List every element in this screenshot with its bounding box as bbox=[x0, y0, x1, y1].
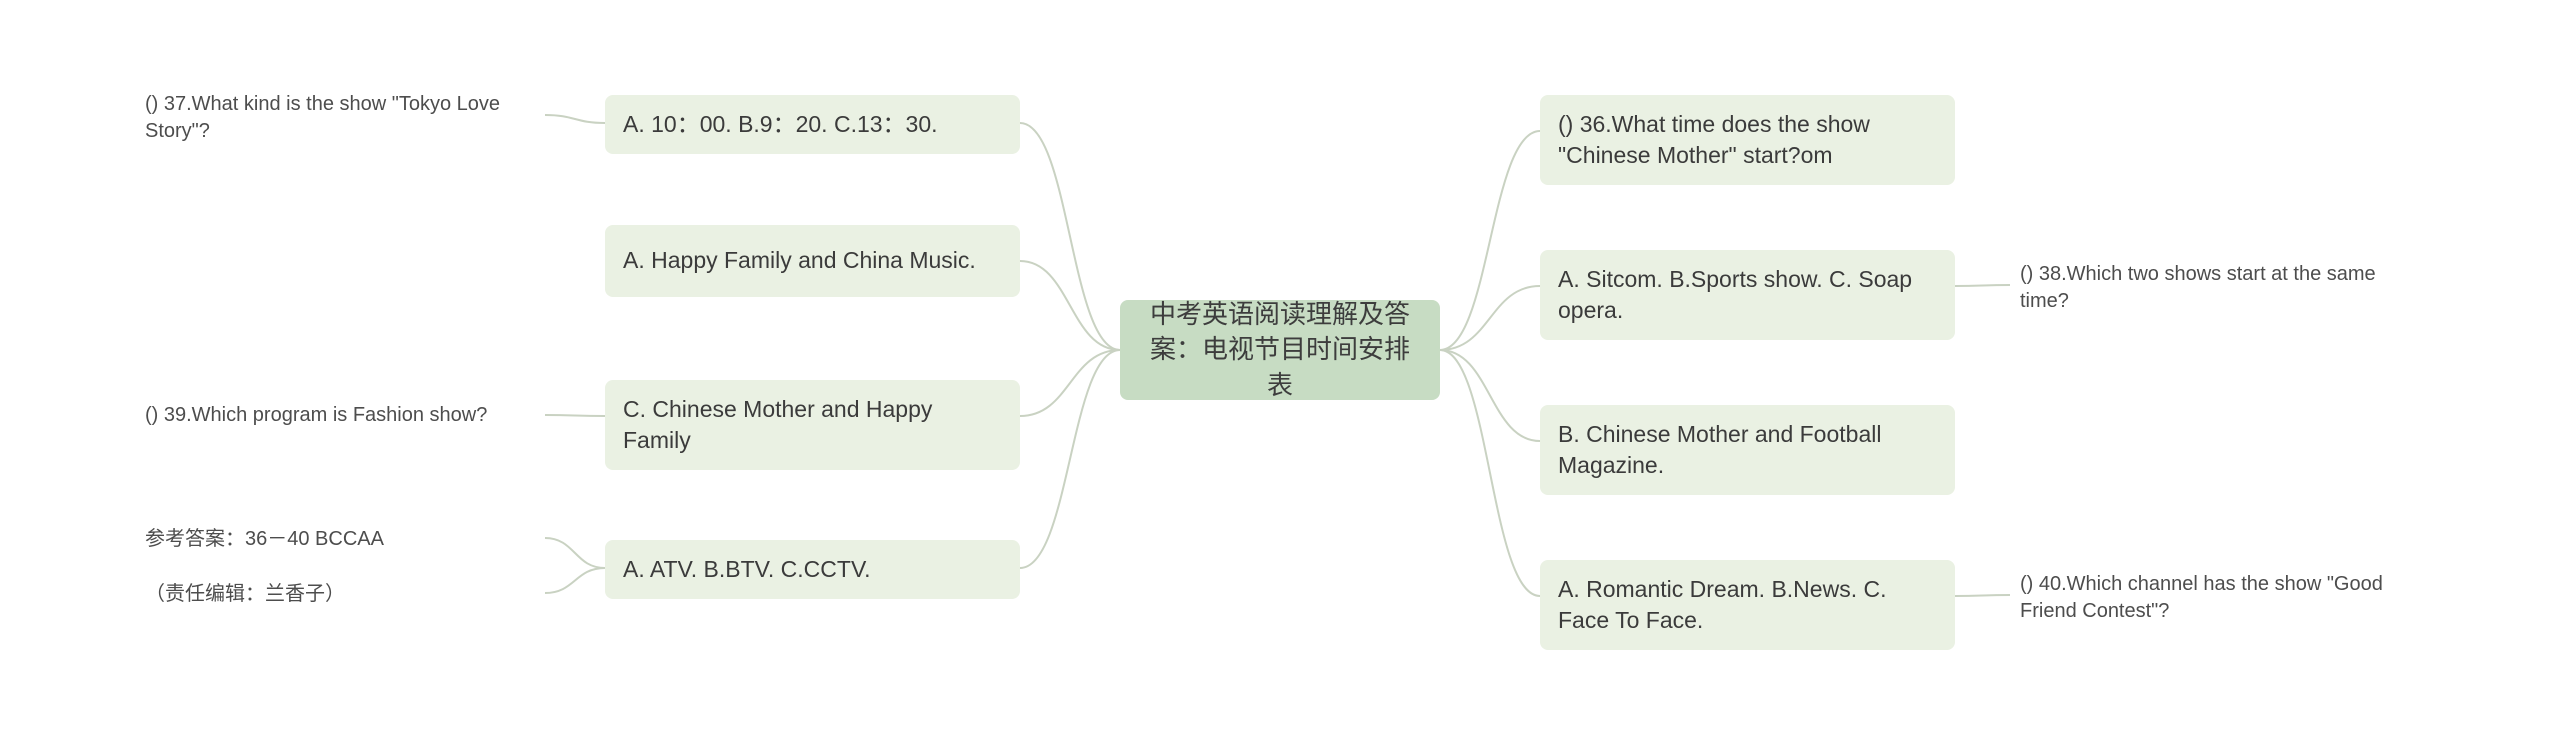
mindmap-canvas: 中考英语阅读理解及答案：电视节目时间安排表 () 36.What time do… bbox=[0, 0, 2560, 745]
leaf-left-0-0: () 37.What kind is the show "Tokyo Love … bbox=[135, 85, 545, 151]
branch-right-2[interactable]: B. Chinese Mother and Football Magazine. bbox=[1540, 405, 1955, 495]
branch-left-1[interactable]: A. Happy Family and China Music. bbox=[605, 225, 1020, 297]
leaf-right-1: () 38.Which two shows start at the same … bbox=[2010, 255, 2420, 321]
leaf-right-3: () 40.Which channel has the show "Good F… bbox=[2010, 565, 2420, 631]
leaf-left-2-0: () 39.Which program is Fashion show? bbox=[135, 395, 545, 435]
branch-left-3[interactable]: A. ATV. B.BTV. C.CCTV. bbox=[605, 540, 1020, 599]
leaf-left-3-0: 参考答案：36－40 BCCAA bbox=[135, 520, 545, 559]
branch-right-3[interactable]: A. Romantic Dream. B.News. C. Face To Fa… bbox=[1540, 560, 1955, 650]
center-node[interactable]: 中考英语阅读理解及答案：电视节目时间安排表 bbox=[1120, 300, 1440, 400]
branch-right-1[interactable]: A. Sitcom. B.Sports show. C. Soap opera. bbox=[1540, 250, 1955, 340]
branch-left-2[interactable]: C. Chinese Mother and Happy Family bbox=[605, 380, 1020, 470]
branch-left-0[interactable]: A. 10：00. B.9：20. C.13：30. bbox=[605, 95, 1020, 154]
branch-right-0[interactable]: () 36.What time does the show "Chinese M… bbox=[1540, 95, 1955, 185]
leaf-left-3-1: （责任编辑：兰香子） bbox=[135, 575, 545, 614]
